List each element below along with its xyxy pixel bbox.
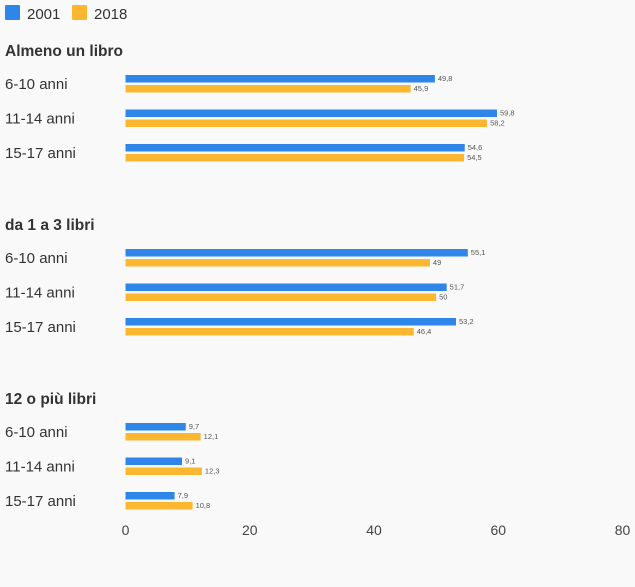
data-label: 46,4 <box>417 327 432 336</box>
bar-2001 <box>125 492 175 500</box>
category-label: 6-10 anni <box>5 76 68 93</box>
data-label: 9,1 <box>185 457 195 466</box>
x-axis: 0 20 40 60 80 <box>122 522 631 538</box>
category-label: 6-10 anni <box>5 424 68 441</box>
data-label: 9,7 <box>189 422 199 431</box>
bar-2001 <box>125 318 457 326</box>
data-label: 7,9 <box>178 491 188 500</box>
category-label: 11-14 anni <box>5 458 75 475</box>
bar-2018 <box>125 119 488 127</box>
legend-label-2001: 2001 <box>27 6 60 23</box>
data-label: 12,3 <box>205 467 220 476</box>
chart-legend: 2001 2018 <box>5 5 127 23</box>
bar-2018 <box>125 259 430 267</box>
bar-2001 <box>125 249 468 257</box>
data-label: 49 <box>433 258 441 267</box>
bar-2001 <box>125 423 186 431</box>
bar-2001 <box>125 283 447 291</box>
data-label: 12,1 <box>204 432 219 441</box>
bar-2018 <box>125 154 465 162</box>
category-label: 15-17 anni <box>5 319 76 336</box>
category-label: 15-17 anni <box>5 145 76 162</box>
bar-2001 <box>125 109 498 117</box>
category-label: 6-10 anni <box>5 250 68 267</box>
x-tick-label: 20 <box>242 522 258 538</box>
plot-area: Almeno un libro 6-10 anni 49,8 45,9 11-14 an… <box>5 43 515 510</box>
bar-2018 <box>125 85 411 93</box>
bar-2001 <box>125 75 435 83</box>
data-label: 58,2 <box>490 119 505 128</box>
x-tick-label: 60 <box>490 522 506 538</box>
bar-2018 <box>125 293 437 301</box>
category-label: 11-14 anni <box>5 284 75 301</box>
legend-swatch-2018 <box>72 5 87 20</box>
data-label: 45,9 <box>414 84 429 93</box>
x-tick-label: 40 <box>366 522 382 538</box>
group-3: 12 o più libri 6-10 anni 9,7 12,1 11-14 anni… <box>5 391 220 510</box>
bar-2001 <box>125 144 465 152</box>
bar-2018 <box>125 433 201 441</box>
legend-swatch-2001 <box>5 5 20 20</box>
group-2: da 1 a 3 libri 6-10 anni 55,1 49 11-14 anni 5… <box>5 217 485 336</box>
category-label: 15-17 anni <box>5 493 76 510</box>
group-1: Almeno un libro 6-10 anni 49,8 45,9 11-14 an… <box>5 43 515 162</box>
category-label: 11-14 anni <box>5 110 75 127</box>
bar-2018 <box>125 467 202 475</box>
group-title: 12 o più libri <box>5 391 96 408</box>
data-label: 53,2 <box>459 317 474 326</box>
data-label: 49,8 <box>438 74 453 83</box>
data-label: 51,7 <box>450 283 465 292</box>
data-label: 50 <box>439 293 447 302</box>
x-tick-label: 0 <box>122 522 130 538</box>
legend-label-2018: 2018 <box>94 6 127 23</box>
group-title: da 1 a 3 libri <box>5 217 95 234</box>
x-tick-label: 80 <box>615 522 631 538</box>
bar-2018 <box>125 502 193 510</box>
group-title: Almeno un libro <box>5 43 123 60</box>
bar-2018 <box>125 328 414 336</box>
data-label: 10,8 <box>196 501 211 510</box>
data-label: 55,1 <box>471 248 486 257</box>
data-label: 59,8 <box>500 109 515 118</box>
data-label: 54,5 <box>467 153 482 162</box>
data-label: 54,6 <box>468 143 483 152</box>
bar-2001 <box>125 457 183 465</box>
